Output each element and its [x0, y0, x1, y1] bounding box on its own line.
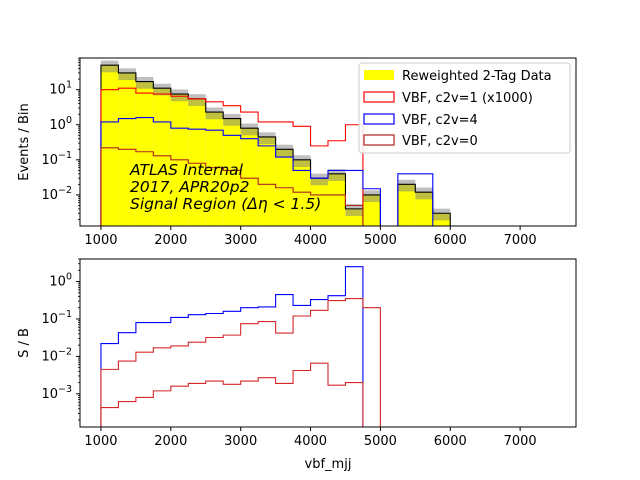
top-uncertainty-11	[293, 155, 311, 167]
legend-box	[358, 62, 571, 154]
bottom-xtick-label-4: 5000	[364, 434, 397, 449]
top-bar-15	[362, 194, 381, 226]
annotation-line-2: 2017, APR20p2	[130, 178, 249, 196]
top-uncertainty-2	[135, 77, 154, 89]
top-bar-3	[153, 88, 171, 226]
top-panel: 1000 2000 3000 4000 5000 6000 7000 10−2 10−1 100…	[17, 57, 577, 248]
top-xtick-label-1: 2000	[154, 233, 187, 248]
legend: Reweighted 2-Tag Data VBF, c2v=1 (x1000)…	[358, 62, 571, 154]
top-uncertainty-1	[118, 68, 136, 81]
top-uncertainty-12	[310, 173, 328, 186]
legend-swatch-data	[364, 70, 394, 80]
top-xtick-label-0: 1000	[84, 233, 117, 248]
legend-swatch-c2v4	[363, 113, 395, 125]
top-uncertainty-19	[432, 208, 451, 221]
top-bar-8	[240, 128, 259, 226]
top-axes-frame	[79, 57, 577, 227]
bottom-y-axis: 10−3 10−2 10−1 100	[41, 258, 80, 421]
legend-label-data: Reweighted 2-Tag Data	[402, 69, 552, 84]
top-uncertainty-5	[188, 94, 206, 106]
top-xtick-label-5: 6000	[434, 233, 467, 248]
top-uncertainty-3	[153, 83, 171, 96]
top-bar-0	[100, 65, 119, 226]
atlas-annotation: ATLAS Internal 2017, APR20p2 Signal Regi…	[129, 161, 321, 213]
top-uncertainty-10	[275, 144, 294, 157]
top-series-1	[100, 64, 451, 226]
top-xtick-label-6: 7000	[504, 233, 537, 248]
top-uncertainty-17	[397, 179, 416, 192]
legend-swatch-c2v1	[363, 91, 395, 103]
top-plot-area	[100, 60, 451, 226]
annotation-line-1: ATLAS Internal	[129, 161, 244, 179]
bottom-ytick-label-1: 10−2	[41, 346, 72, 364]
bottom-xtick-label-6: 7000	[504, 434, 537, 449]
top-bar-5	[188, 98, 206, 226]
top-bar-12	[310, 178, 328, 226]
bottom-xtick-label-0: 1000	[84, 434, 117, 449]
top-uncertainty-0	[100, 60, 119, 73]
bottom-series-1	[100, 298, 381, 427]
top-bar-11	[293, 159, 311, 226]
top-ytick-label-0: 10−2	[41, 185, 72, 203]
top-y-axis-label: Events / Bin	[17, 103, 32, 180]
top-uncertainty-9	[258, 132, 276, 145]
legend-label-c2v4: VBF, c2v=4	[402, 113, 478, 128]
top-xtick-label-3: 4000	[294, 233, 327, 248]
top-uncertainty-13	[328, 169, 346, 181]
bottom-xtick-label-1: 2000	[154, 434, 187, 449]
bottom-series-2	[100, 362, 364, 427]
top-y-axis: 10−2 10−1 100 101	[41, 57, 80, 220]
bottom-xtick-label-5: 6000	[434, 434, 467, 449]
top-bar-6	[205, 112, 224, 226]
bottom-plot-area	[100, 266, 381, 427]
bottom-axes-frame	[79, 258, 577, 428]
top-bar-17	[397, 184, 416, 226]
top-bar-7	[223, 118, 241, 226]
top-uncertainty-18	[415, 187, 433, 200]
legend-swatch-c2v0	[363, 134, 395, 146]
top-xtick-label-2: 3000	[224, 233, 257, 248]
top-x-axis: 1000 2000 3000 4000 5000 6000 7000	[84, 226, 537, 248]
top-bar-9	[258, 136, 276, 226]
top-xtick-label-4: 5000	[364, 233, 397, 248]
bottom-ytick-label-3: 100	[49, 272, 72, 290]
bottom-series-0	[100, 266, 364, 427]
top-uncertainty-7	[223, 114, 241, 126]
bottom-panel: 1000 2000 3000 4000 5000 6000 7000 10−310−210−…	[17, 258, 577, 472]
bottom-xtick-label-3: 4000	[294, 434, 327, 449]
top-series-3	[100, 117, 434, 226]
bottom-ytick-label-2: 10−1	[41, 309, 72, 327]
top-uncertainty-8	[240, 123, 259, 136]
top-uncertainty-4	[170, 89, 189, 102]
top-ytick-label-2: 100	[49, 115, 72, 133]
top-uncertainty-15	[362, 190, 381, 203]
top-series-4	[100, 147, 364, 226]
top-bar-13	[328, 173, 346, 226]
top-ytick-label-1: 10−1	[41, 150, 72, 168]
bottom-x-axis-label: vbf_mjj	[305, 457, 352, 472]
legend-label-c2v1: VBF, c2v=1 (x1000)	[402, 91, 533, 106]
bottom-ytick-label-0: 10−3	[41, 384, 72, 402]
annotation-line-3: Signal Region (Δη < 1.5)	[130, 195, 321, 213]
top-uncertainty-14	[345, 204, 363, 217]
top-ytick-label-3: 101	[49, 80, 72, 98]
bottom-xtick-label-2: 3000	[224, 434, 257, 449]
bottom-x-axis: 1000 2000 3000 4000 5000 6000 7000	[84, 427, 537, 449]
top-bar-18	[415, 192, 433, 226]
legend-label-c2v0: VBF, c2v=0	[402, 134, 478, 149]
top-uncertainty-6	[205, 107, 224, 120]
top-bar-1	[118, 72, 136, 226]
bottom-y-axis-label: S / B	[17, 328, 32, 358]
